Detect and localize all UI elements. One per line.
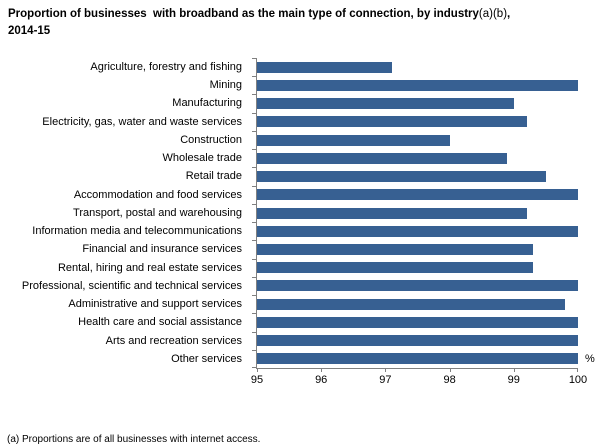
x-axis-tick-label: 96: [315, 374, 328, 386]
x-axis-tick: [321, 368, 323, 372]
bar: [257, 298, 566, 310]
x-axis-tick-label: 100: [568, 374, 588, 386]
x-axis-tick: [385, 368, 387, 372]
y-axis-tick: [252, 222, 256, 224]
y-axis-tick: [252, 295, 256, 297]
y-axis-tick: [252, 130, 256, 132]
plot-area: 95 96 97 98 99 100: [251, 58, 587, 386]
category-label: Professional, scientific and technical s…: [21, 279, 242, 292]
bar: [257, 335, 578, 347]
bar: [257, 98, 514, 110]
category-label: Arts and recreation services: [105, 334, 242, 347]
x-axis-tick: [577, 368, 578, 372]
y-axis-tick: [252, 367, 256, 368]
chart-title: Proportion of businesses with broadband …: [8, 6, 600, 40]
category-label: Health care and social assistance: [78, 316, 242, 329]
y-axis-tick: [252, 258, 256, 260]
x-axis-tick: [513, 368, 515, 372]
y-axis-category-labels: Agriculture, forestry and fishing Mining M…: [0, 58, 249, 368]
y-axis-tick: [252, 167, 256, 169]
x-axis-unit-label: %: [585, 353, 595, 365]
bar: [257, 61, 392, 73]
bar: [257, 134, 450, 146]
x-axis-tick-label: 99: [507, 374, 520, 386]
title-period: , 2014-15: [8, 8, 511, 37]
bar: [257, 225, 578, 237]
y-axis-tick: [252, 349, 256, 351]
x-axis-tick-label: 98: [443, 374, 456, 386]
y-axis-tick: [252, 149, 256, 151]
y-axis-tick: [252, 76, 256, 78]
bar: [257, 316, 578, 328]
bar: [257, 189, 578, 201]
bar: [257, 79, 578, 91]
y-axis-tick: [252, 331, 256, 333]
bar: [257, 171, 546, 183]
category-label: Rental, hiring and real estate services: [57, 261, 242, 274]
category-label: Mining: [209, 79, 242, 92]
category-label: Financial and insurance services: [82, 243, 242, 256]
y-axis-tick: [252, 185, 256, 187]
bar: [257, 152, 508, 164]
category-label: Administrative and support services: [68, 298, 242, 311]
y-axis-tick: [252, 94, 256, 96]
category-label: Accommodation and food services: [73, 188, 242, 201]
bar: [257, 280, 578, 292]
y-axis-tick: [252, 240, 256, 242]
category-label: Information media and telecommunications: [32, 225, 242, 238]
category-label: Construction: [180, 133, 242, 146]
y-axis-tick: [252, 58, 256, 59]
y-axis-tick: [252, 313, 256, 315]
category-label: Wholesale trade: [162, 152, 243, 165]
footnote-a: (a) Proportions are of all businesses wi…: [7, 434, 261, 445]
category-label: Manufacturing: [172, 97, 242, 110]
title-footnote-markers: (a)(b): [478, 8, 508, 20]
x-axis-tick-label: 95: [250, 374, 264, 386]
category-label: Electricity, gas, water and waste servic…: [42, 115, 242, 128]
x-axis-tick: [257, 368, 258, 372]
category-label: Agriculture, forestry and fishing: [90, 61, 242, 73]
y-axis-tick: [252, 276, 256, 278]
bar: [257, 243, 534, 255]
category-label: Other services: [171, 352, 242, 365]
footnotes: (a) Proportions are of all businesses wi…: [7, 409, 364, 445]
bar: [257, 207, 527, 219]
category-label: Retail trade: [185, 170, 242, 183]
y-axis-tick: [252, 112, 256, 114]
y-axis-tick: [252, 203, 256, 205]
bar: [257, 262, 534, 274]
bar: [257, 353, 578, 365]
bar: [257, 116, 527, 128]
x-axis-tick: [449, 368, 451, 372]
x-axis-tick-label: 97: [379, 374, 392, 386]
category-label: Transport, postal and warehousing: [73, 206, 242, 219]
title-main: Proportion of businesses with broadband …: [8, 8, 479, 20]
